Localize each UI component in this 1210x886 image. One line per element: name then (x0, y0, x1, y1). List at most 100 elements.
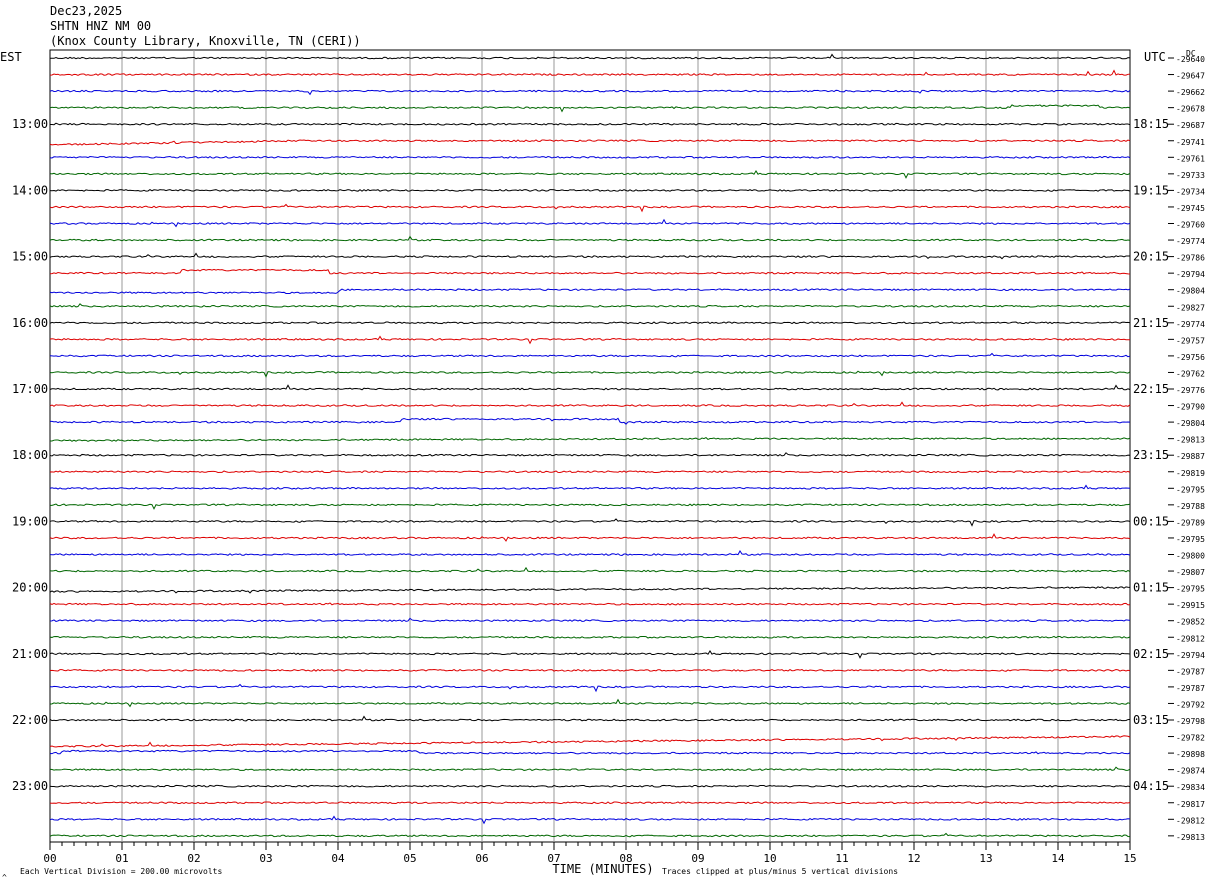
dc-offset-label: -29760 (1176, 221, 1205, 230)
utc-hour-label: 22:15 (1133, 382, 1169, 396)
seismic-trace (49, 170, 1131, 179)
seismic-trace (49, 784, 1131, 788)
seismic-trace (49, 668, 1131, 672)
est-hour-label: 22:00 (12, 713, 48, 727)
est-hour-label: 20:00 (12, 581, 48, 595)
seismic-trace (49, 749, 1131, 755)
dc-offset-label: -29774 (1176, 237, 1205, 246)
seismic-trace (49, 288, 1131, 295)
seismic-trace (49, 735, 1131, 748)
dc-offset-label: -29874 (1176, 767, 1205, 776)
seismic-trace (49, 635, 1131, 639)
dc-offset-label: -29786 (1176, 254, 1205, 263)
seismic-trace (49, 252, 1131, 260)
x-tick-label: 04 (331, 852, 345, 865)
seismic-trace (49, 218, 1131, 228)
dc-offset-label: -29915 (1176, 601, 1205, 610)
x-tick-label: 09 (691, 852, 704, 865)
utc-hour-label: 04:15 (1133, 779, 1169, 793)
seismic-trace (49, 335, 1131, 345)
corner-mark: ^ (2, 873, 7, 882)
dc-offset-label: -29756 (1176, 353, 1205, 362)
seismic-trace (49, 801, 1131, 805)
dc-offset-label: -29794 (1176, 651, 1205, 660)
dc-offset-label: -29741 (1176, 138, 1205, 147)
seismic-trace (49, 586, 1131, 594)
dc-offset-label: -29812 (1176, 816, 1205, 825)
location-label: (Knox County Library, Knoxville, TN (CER… (50, 34, 361, 48)
x-tick-label: 06 (475, 852, 488, 865)
utc-hour-label: 19:15 (1133, 183, 1169, 197)
dc-offset-label: -29790 (1176, 403, 1205, 412)
seismic-trace (49, 815, 1131, 825)
est-hour-label: 23:00 (12, 779, 48, 793)
dc-offset-label: -29852 (1176, 618, 1205, 627)
station-label: SHTN HNZ NM 00 (50, 19, 152, 33)
est-hour-label: 19:00 (12, 514, 48, 528)
seismic-trace (49, 268, 1131, 275)
utc-hour-label: 20:15 (1133, 250, 1169, 264)
seismic-trace (49, 484, 1131, 490)
dc-offset-label: -29798 (1176, 717, 1205, 726)
dc-offset-label: -29827 (1176, 303, 1205, 312)
x-axis-label: TIME (MINUTES) (552, 862, 653, 876)
trace-layer (49, 53, 1131, 838)
vertical-division-note: Each Vertical Division = 200.00 microvol… (20, 867, 222, 876)
dc-offset-label: -29794 (1176, 270, 1205, 279)
x-tick-label: 13 (979, 852, 992, 865)
dc-offset-label: -29807 (1176, 568, 1205, 577)
utc-hour-label: 00:15 (1133, 514, 1169, 528)
utc-hour-label: 21:15 (1133, 316, 1169, 330)
dc-offset-label: -29817 (1176, 800, 1205, 809)
utc-hour-label: 02:15 (1133, 647, 1169, 661)
dc-offset-label: -29819 (1176, 469, 1205, 478)
est-hour-label: 21:00 (12, 647, 48, 661)
seismic-trace (49, 203, 1131, 213)
x-tick-label: 00 (43, 852, 56, 865)
x-tick-label: 01 (115, 852, 128, 865)
est-hour-label: 14:00 (12, 183, 48, 197)
seismic-trace (49, 321, 1131, 325)
dc-offset-label: -29776 (1176, 386, 1205, 395)
est-hour-label: 17:00 (12, 382, 48, 396)
dc-offset-label: -29795 (1176, 585, 1205, 594)
x-tick-label: 05 (403, 852, 416, 865)
seismic-trace (49, 617, 1131, 623)
dc-offset-label: -29762 (1176, 369, 1205, 378)
seismic-trace (49, 53, 1131, 60)
dc-offset-label: -29789 (1176, 518, 1205, 527)
est-hour-label: 16:00 (12, 316, 48, 330)
dc-offset-label: -29834 (1176, 783, 1205, 792)
dc-offset-label: -29757 (1176, 336, 1205, 345)
dc-offset-label: -29774 (1176, 320, 1205, 329)
dc-offset-label: -29812 (1176, 634, 1205, 643)
seismic-trace (49, 683, 1131, 693)
seismic-trace (49, 352, 1131, 358)
dc-offset-label: -29787 (1176, 667, 1205, 676)
est-hour-label: 13:00 (12, 117, 48, 131)
seismic-trace (49, 698, 1131, 708)
x-tick-label: 08 (619, 852, 632, 865)
dc-offset-label: -29782 (1176, 734, 1205, 743)
dc-offset-label: -29804 (1176, 287, 1205, 296)
est-label: EST (0, 50, 22, 64)
plot-frame (49, 49, 1131, 843)
dc-offset-label: -29647 (1176, 72, 1205, 81)
label-layer: 00 01 02 03 04 05 06 07 08 09 10 11 12 13 14 15 TIME (MI… (0, 49, 1205, 882)
seismic-trace (49, 649, 1131, 659)
seismic-trace (49, 370, 1131, 378)
seismic-trace (49, 550, 1131, 556)
dc-offset-label: -29813 (1176, 833, 1205, 842)
seismic-trace (49, 155, 1131, 159)
seismic-trace (49, 401, 1131, 407)
seismic-trace (49, 533, 1131, 542)
dc-offset-label: -29662 (1176, 88, 1205, 97)
seismic-trace (49, 139, 1131, 146)
seismic-trace (49, 566, 1131, 573)
seismic-trace (49, 832, 1131, 838)
seismic-trace (49, 303, 1131, 308)
dc-offset-label: -29795 (1176, 485, 1205, 494)
seismic-trace (49, 69, 1131, 76)
seismic-trace (49, 122, 1131, 126)
